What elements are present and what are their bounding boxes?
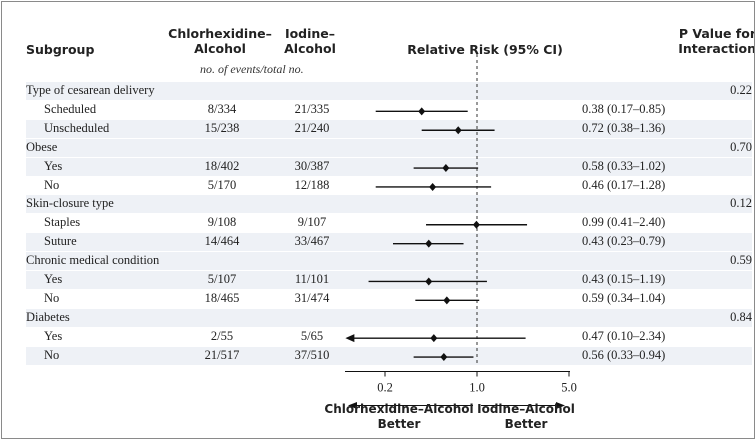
iodine-events: 21/240	[294, 120, 330, 135]
subgroup-label: Staples	[44, 215, 81, 230]
iodine-events: 33/467	[294, 234, 330, 249]
relative-risk-text: 0.47 (0.10–2.34)	[582, 328, 666, 343]
x-tick-label: 5.0	[561, 381, 577, 395]
p-interaction-value: 0.12	[730, 196, 752, 211]
right-better-label: Iodine–Alcohol Better	[477, 402, 575, 431]
subgroup-label: Suture	[44, 234, 77, 249]
iodine-events: 9/107	[297, 215, 327, 230]
units-label: no. of events/total no.	[200, 62, 304, 76]
left-direction-arrowhead	[348, 402, 357, 409]
group-label: Obese	[26, 139, 58, 154]
chlorhexidine-events: 2/55	[210, 328, 234, 343]
iodine-events: 12/188	[294, 177, 330, 192]
point-estimate-marker	[472, 220, 480, 229]
subgroup-label: Yes	[44, 158, 63, 173]
p-interaction-value: 0.59	[730, 253, 752, 268]
row-band	[26, 119, 752, 138]
iodine-events: 30/387	[294, 158, 330, 173]
right-direction-arrowhead	[556, 402, 565, 409]
subgroup-header: Subgroup	[26, 42, 95, 57]
x-tick-label: 0.2	[377, 381, 393, 395]
row-band	[26, 271, 752, 289]
group1-header: Chlorhexidine– Alcohol	[168, 26, 272, 56]
row-band	[26, 233, 752, 252]
subgroup-label: Yes	[44, 272, 63, 286]
point-estimate-marker	[425, 239, 433, 248]
iodine-events: 21/335	[294, 101, 330, 116]
subgroup-label: Yes	[44, 328, 63, 343]
point-estimate-marker	[454, 126, 462, 135]
subgroup-label: Scheduled	[44, 101, 97, 116]
point-estimate-marker	[442, 164, 450, 173]
p-interaction-value: 0.70	[730, 139, 752, 154]
subgroup-label: No	[44, 347, 60, 362]
iodine-events: 31/474	[294, 290, 330, 305]
chlorhexidine-events: 8/334	[207, 101, 237, 116]
point-estimate-marker	[425, 277, 433, 286]
relative-risk-text: 0.38 (0.17–0.85)	[582, 101, 666, 116]
chlorhexidine-events: 14/464	[204, 234, 240, 249]
subgroup-label: No	[44, 290, 60, 305]
group-label: Diabetes	[26, 309, 70, 324]
row-band	[26, 346, 752, 365]
point-estimate-marker	[418, 107, 426, 116]
relative-risk-text: 0.43 (0.15–1.19)	[582, 272, 666, 286]
group-label: Skin-closure type	[26, 196, 114, 211]
left-better-label: Chlorhexidine–Alcohol Better	[324, 402, 474, 431]
p-interaction-value: 0.22	[730, 83, 752, 97]
point-estimate-marker	[430, 334, 438, 343]
iodine-events: 5/65	[300, 328, 324, 343]
relative-risk-text: 0.99 (0.41–2.40)	[582, 215, 666, 230]
chlorhexidine-events: 15/238	[204, 120, 240, 135]
ci-truncation-arrow	[345, 334, 355, 343]
group-band	[26, 138, 752, 157]
group-band	[26, 308, 752, 327]
subgroup-label: Unscheduled	[44, 120, 110, 135]
relative-risk-text: 0.43 (0.23–0.79)	[582, 234, 666, 249]
chlorhexidine-events: 18/402	[204, 158, 240, 173]
pvalue-header: P Value for Interaction	[678, 26, 755, 56]
relative-risk-text: 0.58 (0.33–1.02)	[582, 158, 666, 173]
chlorhexidine-events: 18/465	[204, 290, 240, 305]
relative-risk-text: 0.56 (0.33–0.94)	[582, 347, 666, 362]
point-estimate-marker	[443, 296, 451, 305]
row-band	[26, 157, 752, 176]
subgroup-label: No	[44, 177, 60, 192]
relative-risk-text: 0.59 (0.34–1.04)	[582, 290, 666, 305]
group2-header: Iodine– Alcohol	[284, 26, 336, 56]
relative-risk-text: 0.46 (0.17–1.28)	[582, 177, 666, 192]
chlorhexidine-events: 5/170	[207, 177, 237, 192]
group-band	[26, 252, 752, 271]
point-estimate-marker	[440, 353, 448, 362]
chlorhexidine-events: 9/108	[207, 215, 237, 230]
x-tick-label: 1.0	[469, 381, 485, 395]
chlorhexidine-events: 5/107	[207, 272, 237, 286]
group-band	[26, 82, 752, 100]
iodine-events: 11/101	[294, 272, 330, 286]
rr-header: Relative Risk (95% CI)	[407, 42, 563, 57]
group-label: Type of cesarean delivery	[26, 83, 155, 97]
chlorhexidine-events: 21/517	[204, 347, 240, 362]
group-band	[26, 195, 752, 214]
iodine-events: 37/510	[294, 347, 330, 362]
p-interaction-value: 0.84	[730, 309, 752, 324]
group-label: Chronic medical condition	[26, 253, 160, 268]
point-estimate-marker	[429, 182, 437, 191]
relative-risk-text: 0.72 (0.38–1.36)	[582, 120, 666, 135]
